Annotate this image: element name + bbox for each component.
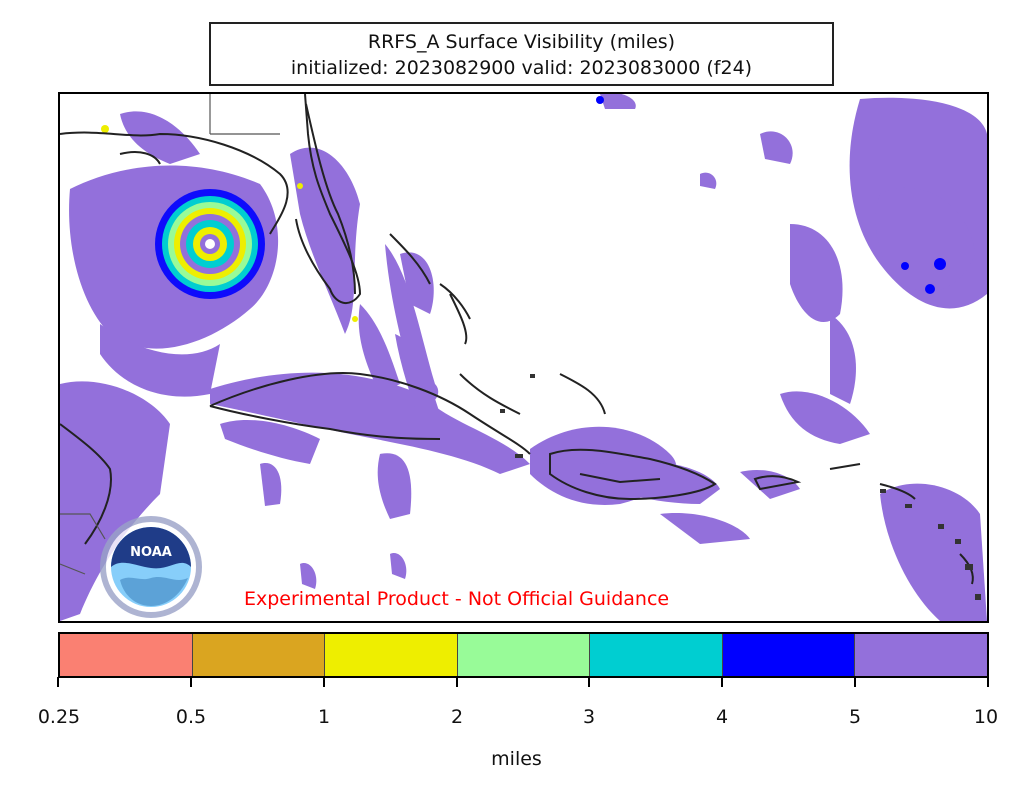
visibility-fields: [60, 94, 987, 621]
state-borders: [60, 94, 280, 575]
colorbar-tick: [323, 677, 325, 687]
low-visibility-cells: [596, 96, 946, 294]
colorbar-tick: [721, 677, 723, 687]
noaa-logo-text: NOAA: [130, 545, 172, 560]
colorbar-segment-5-10: [855, 634, 988, 676]
colorbar-tick-label: 4: [715, 706, 729, 728]
colorbar-tick: [987, 677, 989, 687]
colorbar-tick-label: 2: [450, 706, 464, 728]
visibility-map: NOAA: [58, 92, 989, 623]
colorbar-segment-2-3: [457, 634, 591, 676]
disclaimer-text: Experimental Product - Not Official Guid…: [244, 588, 670, 610]
colorbar-tick: [854, 677, 856, 687]
colorbar-tick: [588, 677, 590, 687]
map-canvas: [60, 94, 987, 621]
colorbar-segment-0.5-1: [192, 634, 326, 676]
colorbar-tick: [190, 677, 192, 687]
colorbar-units-label: miles: [491, 748, 542, 770]
colorbar-segment-0.25-0.5: [60, 634, 193, 676]
colorbar-tick: [57, 677, 59, 687]
island-marks: [500, 374, 981, 600]
colorbar-tick-label: 3: [582, 706, 596, 728]
colorbar: [58, 632, 989, 678]
map-title-line1: RRFS_A Surface Visibility (miles): [367, 31, 676, 53]
colorbar-ticks: [57, 677, 989, 689]
colorbar-tick: [456, 677, 458, 687]
colorbar-segment-1-2: [325, 634, 458, 676]
colorbar-tick-label: 0.25: [37, 706, 81, 728]
colorbar-tick-label: 0.5: [175, 706, 207, 728]
colorbar-tick-label: 1: [317, 706, 331, 728]
noaa-logo: NOAA: [100, 516, 202, 618]
colorbar-tick-label: 5: [848, 706, 862, 728]
map-title-box: RRFS_A Surface Visibility (miles) initia…: [209, 22, 834, 86]
colorbar-tick-label: 10: [973, 706, 999, 728]
noaa-logo-icon: NOAA: [100, 516, 202, 618]
colorbar-segment-4-5: [722, 634, 856, 676]
mid-visibility-cells: [101, 125, 358, 322]
colorbar-segment-3-4: [590, 634, 723, 676]
hurricane-spiral: [155, 189, 265, 299]
map-title-line2: initialized: 2023082900 valid: 202308300…: [290, 57, 753, 79]
